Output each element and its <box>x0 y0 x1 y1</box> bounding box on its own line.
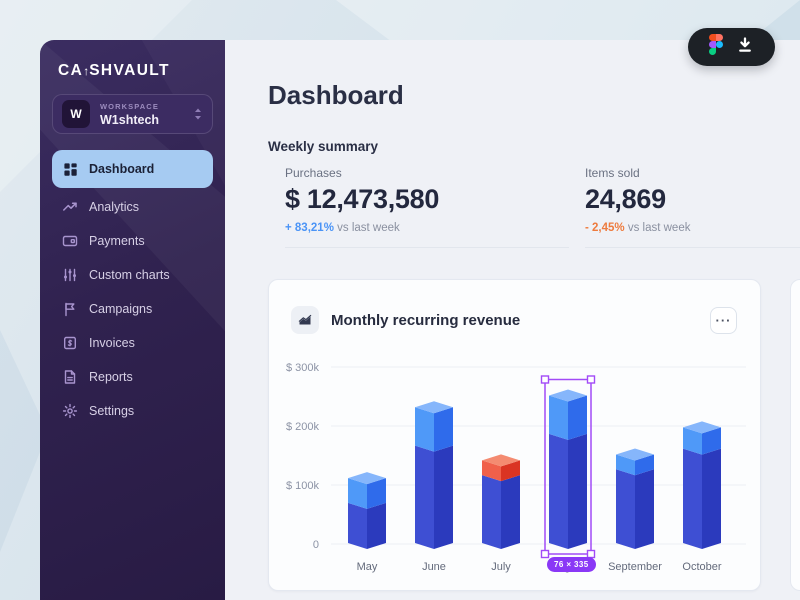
stats-row: Purchases $ 12,473,580 + 83,21% vs last … <box>285 166 800 262</box>
sidebar-item-label: Custom charts <box>89 268 170 282</box>
bar-august[interactable] <box>549 389 587 550</box>
sidebar-item-analytics[interactable]: Analytics <box>52 190 213 224</box>
logo-text: CA <box>58 62 84 79</box>
selection-handle[interactable] <box>540 375 550 384</box>
logo-text: SHVAULT <box>89 62 170 79</box>
stat-purchases: Purchases $ 12,473,580 + 83,21% vs last … <box>285 166 569 248</box>
stat-value: $ 12,473,580 <box>285 184 440 214</box>
credit-card-icon <box>62 233 78 249</box>
workspace-info: WORKSPACE W1shtech <box>100 102 159 127</box>
sidebar-item-dashboard[interactable]: Dashboard <box>52 150 213 188</box>
selection-overlay[interactable] <box>540 375 596 559</box>
sidebar-item-label: Settings <box>89 404 135 418</box>
flag-icon <box>62 301 78 317</box>
page-title: Dashboard <box>268 80 404 110</box>
selection-dimensions-badge: 76 × 335 <box>547 557 596 572</box>
app-logo: CA↑SHVAULT <box>58 62 213 80</box>
workspace-selector[interactable]: W WORKSPACE W1shtech <box>52 94 213 134</box>
bar-july[interactable] <box>482 454 520 549</box>
delta-value: - 2,45% <box>585 222 625 234</box>
sidebar-item-campaigns[interactable]: Campaigns <box>52 292 213 326</box>
bar-september[interactable] <box>616 448 654 550</box>
invoice-icon <box>62 335 78 351</box>
app-window: CA↑SHVAULT W WORKSPACE W1shtech Dashboar… <box>40 40 800 600</box>
delta-suffix: vs last week <box>337 222 400 234</box>
weekly-summary-title: Weekly summary <box>268 139 379 154</box>
bar-october[interactable] <box>683 421 721 549</box>
stat-delta: - 2,45% vs last week <box>585 222 800 234</box>
stat-value: 24,869 <box>585 184 666 214</box>
sidebar-item-label: Reports <box>89 370 133 384</box>
chart-title: Monthly recurring revenue <box>331 312 521 329</box>
card-menu-button[interactable]: ··· <box>710 307 737 334</box>
x-axis-label: May <box>357 561 378 573</box>
sidebar-item-reports[interactable]: Reports <box>52 360 213 394</box>
workspace-avatar: W <box>62 100 90 128</box>
chevron-up-down-icon[interactable] <box>193 107 203 121</box>
sidebar-nav: Dashboard Analytics Payments Custom charts C… <box>52 150 213 428</box>
area-chart-icon <box>291 306 319 334</box>
sidebar: CA↑SHVAULT W WORKSPACE W1shtech Dashboar… <box>40 40 225 600</box>
sidebar-item-invoices[interactable]: Invoices <box>52 326 213 360</box>
sidebar-item-custom-charts[interactable]: Custom charts <box>52 258 213 292</box>
bar-may[interactable] <box>348 472 386 549</box>
stat-delta: + 83,21% vs last week <box>285 222 569 234</box>
sidebar-item-payments[interactable]: Payments <box>52 224 213 258</box>
figma-logo-icon <box>709 34 723 60</box>
next-card-partial <box>790 279 800 591</box>
x-axis-label: June <box>422 561 446 573</box>
sidebar-item-label: Payments <box>89 234 145 248</box>
delta-value: + 83,21% <box>285 222 334 234</box>
bar-chart: $ 300k$ 200k$ 100k0MayJuneJulyAugustSept… <box>286 362 746 573</box>
stat-label: Purchases <box>285 166 342 180</box>
selection-handle[interactable] <box>586 375 596 384</box>
chart-card: Monthly recurring revenue ··· $ 300k $ 20… <box>268 279 761 591</box>
sidebar-item-label: Dashboard <box>89 162 155 176</box>
x-axis-label: October <box>682 561 721 573</box>
x-axis-label: July <box>491 561 511 573</box>
sidebar-item-settings[interactable]: Settings <box>52 394 213 428</box>
workspace-label: WORKSPACE <box>100 101 159 111</box>
bar-june[interactable] <box>415 401 453 549</box>
trend-up-icon <box>62 199 78 215</box>
report-icon <box>62 369 78 385</box>
sliders-icon <box>62 267 78 283</box>
main-content: Dashboard Weekly summary Purchases $ 12,… <box>225 40 800 600</box>
y-axis-tick: $ 200k <box>286 421 320 433</box>
stat-items-sold: Items sold 24,869 - 2,45% vs last week <box>585 166 800 248</box>
workspace-name: W1shtech <box>100 112 160 127</box>
sidebar-item-label: Campaigns <box>89 302 153 316</box>
gear-icon <box>62 403 78 419</box>
delta-suffix: vs last week <box>627 222 691 234</box>
y-axis-tick: $ 300k <box>286 362 320 374</box>
download-icon <box>736 36 754 59</box>
stat-label: Items sold <box>585 166 640 180</box>
grid-icon <box>62 161 78 177</box>
y-axis-tick: 0 <box>313 539 319 551</box>
selection-handle[interactable] <box>540 549 550 559</box>
figma-download-button[interactable] <box>688 28 775 66</box>
sidebar-item-label: Analytics <box>89 200 140 214</box>
x-axis-label: September <box>608 561 662 573</box>
arrow-up-icon: ↑ <box>83 64 90 78</box>
y-axis-tick: $ 100k <box>286 480 320 492</box>
sidebar-item-label: Invoices <box>89 336 135 350</box>
